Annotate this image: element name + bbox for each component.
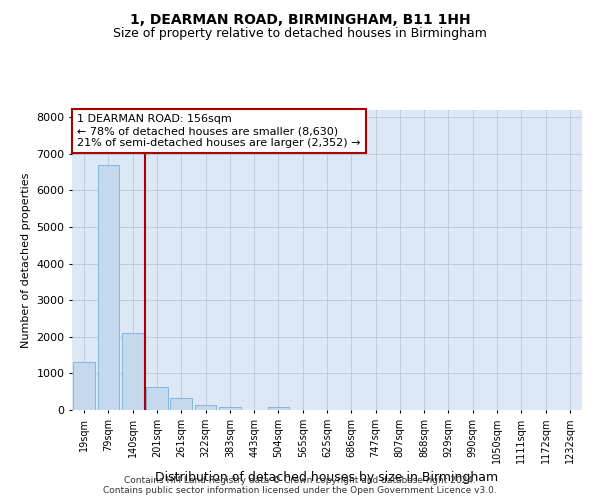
Bar <box>122 333 143 410</box>
Bar <box>73 362 95 410</box>
Text: 1, DEARMAN ROAD, BIRMINGHAM, B11 1HH: 1, DEARMAN ROAD, BIRMINGHAM, B11 1HH <box>130 12 470 26</box>
Text: Contains HM Land Registry data © Crown copyright and database right 2024.
Contai: Contains HM Land Registry data © Crown c… <box>103 476 497 495</box>
Text: 1 DEARMAN ROAD: 156sqm
← 78% of detached houses are smaller (8,630)
21% of semi-: 1 DEARMAN ROAD: 156sqm ← 78% of detached… <box>77 114 361 148</box>
X-axis label: Distribution of detached houses by size in Birmingham: Distribution of detached houses by size … <box>155 472 499 484</box>
Bar <box>146 387 168 410</box>
Text: Size of property relative to detached houses in Birmingham: Size of property relative to detached ho… <box>113 28 487 40</box>
Bar <box>97 165 119 410</box>
Bar <box>170 398 192 410</box>
Bar <box>219 407 241 410</box>
Bar <box>268 407 289 410</box>
Bar <box>194 404 217 410</box>
Y-axis label: Number of detached properties: Number of detached properties <box>20 172 31 348</box>
